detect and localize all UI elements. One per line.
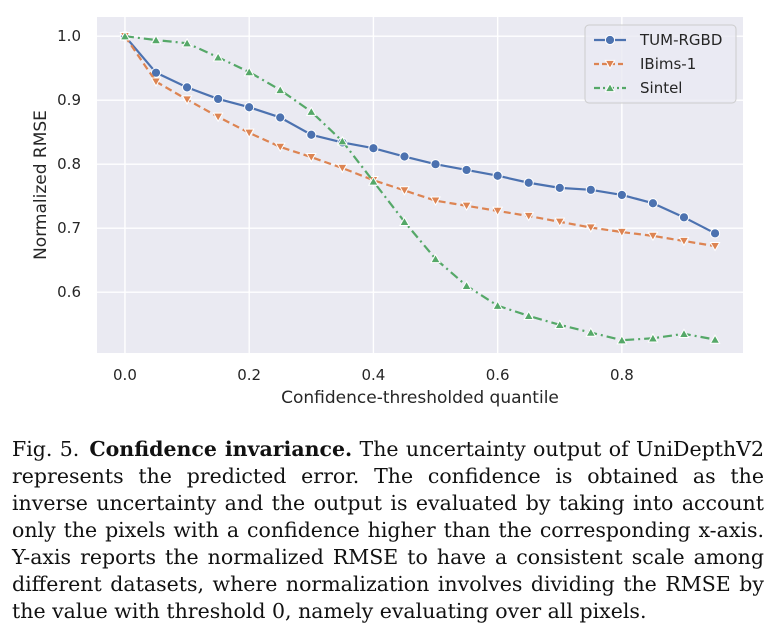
data-point [399, 151, 410, 162]
series-line [124, 35, 716, 248]
data-point [150, 34, 162, 45]
data-point [336, 135, 348, 146]
legend-marker [604, 59, 616, 70]
data-point [305, 152, 317, 163]
tick-labels: 0.0 0.2 0.4 0.6 0.8 0.6 0.7 0.8 0.9 1.0 [57, 27, 634, 384]
series-0 [119, 31, 721, 239]
data-point [430, 159, 441, 170]
data-point [585, 223, 597, 233]
data-point [305, 106, 317, 116]
data-point [430, 253, 441, 264]
caption-figure-label: Fig. 5. [12, 437, 80, 461]
y-tick-label: 0.7 [57, 219, 81, 237]
data-point [150, 67, 162, 78]
data-point [461, 164, 472, 176]
series-group [119, 30, 721, 345]
series-line [124, 35, 716, 235]
data-point [585, 327, 597, 337]
data-point [461, 280, 473, 290]
data-point [399, 216, 410, 226]
line-chart: 0.0 0.2 0.4 0.6 0.8 0.6 0.7 0.8 0.9 1.0 Confidenc… [31, 17, 743, 408]
legend-label: Sintel [640, 79, 682, 97]
data-point [212, 51, 224, 62]
y-axis-label: Normalized RMSE [31, 110, 51, 260]
y-tick-label: 0.9 [57, 91, 81, 109]
series-line [124, 35, 716, 342]
data-point [336, 163, 348, 174]
data-point [274, 142, 286, 153]
series-1 [119, 32, 721, 252]
data-point [244, 102, 255, 113]
caption-title: Confidence invariance. [89, 437, 353, 461]
data-point [275, 112, 286, 123]
data-point [306, 129, 317, 140]
data-point [212, 112, 224, 123]
data-point [119, 30, 131, 41]
x-tick-label: 0.4 [361, 366, 385, 384]
data-point [554, 182, 565, 193]
data-point [243, 66, 255, 77]
data-point [678, 328, 690, 338]
figure-caption: Fig. 5. Confidence invariance. The uncert… [12, 436, 764, 625]
data-point [181, 37, 193, 48]
x-tick-label: 0.0 [113, 366, 137, 384]
legend-marker [604, 34, 616, 46]
data-point [616, 334, 628, 345]
data-point [554, 319, 566, 330]
data-point [523, 310, 535, 321]
y-tick-label: 0.6 [57, 283, 81, 301]
x-tick-label: 0.6 [486, 366, 510, 384]
data-point [492, 300, 504, 310]
data-point [647, 231, 659, 242]
data-point [243, 128, 255, 139]
data-point [181, 82, 193, 93]
legend-label: TUM-RGBD [639, 31, 722, 49]
data-point [709, 241, 721, 252]
data-point [523, 211, 535, 222]
caption-body: The uncertainty output of UniDepthV2 rep… [12, 437, 764, 623]
data-point [616, 227, 628, 238]
series-2 [119, 30, 721, 345]
data-point [461, 201, 473, 212]
x-axis-label: Confidence-thresholded quantile [281, 388, 559, 408]
data-point [367, 176, 379, 186]
legend-label: IBims-1 [640, 55, 696, 73]
data-point [150, 77, 162, 88]
data-point [492, 206, 504, 217]
data-point [616, 189, 627, 201]
data-point [213, 93, 224, 105]
data-point [181, 95, 193, 105]
data-point [647, 198, 659, 209]
data-point [585, 184, 596, 195]
legend: TUM-RGBD IBims-1 Sintel [584, 24, 737, 104]
data-point [492, 170, 503, 181]
data-point [678, 212, 690, 223]
data-point [647, 332, 659, 343]
data-point [554, 217, 566, 228]
legend-marker [604, 82, 616, 93]
x-tick-label: 0.8 [610, 366, 634, 384]
y-tick-label: 0.8 [57, 155, 81, 173]
data-point [274, 84, 286, 95]
data-point [709, 228, 721, 239]
data-point [523, 177, 534, 188]
data-point [430, 196, 441, 207]
legend-box [584, 24, 737, 104]
data-point [678, 236, 690, 247]
data-point [368, 143, 379, 154]
x-tick-label: 0.2 [237, 366, 261, 384]
data-point [709, 334, 721, 344]
y-tick-label: 1.0 [57, 27, 81, 45]
data-point [399, 186, 410, 196]
